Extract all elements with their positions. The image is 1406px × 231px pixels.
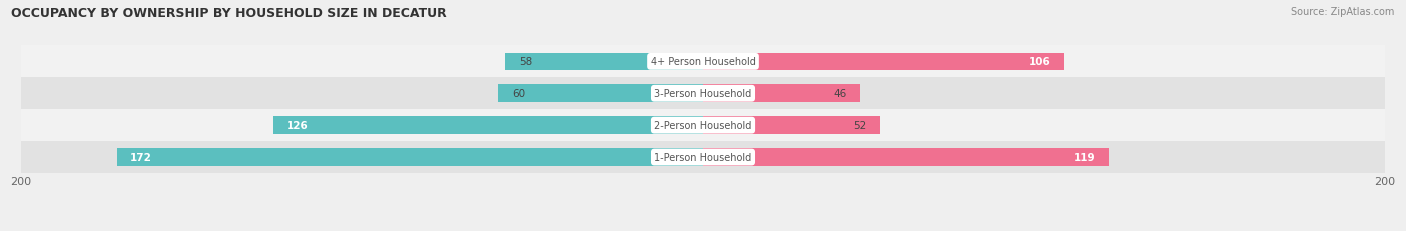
Bar xyxy=(21,46,1385,78)
Text: 172: 172 xyxy=(131,152,152,162)
Text: 2-Person Household: 2-Person Household xyxy=(654,121,752,131)
Bar xyxy=(499,85,703,103)
Bar xyxy=(703,85,860,103)
Bar xyxy=(703,117,880,134)
Bar xyxy=(273,117,703,134)
Text: 119: 119 xyxy=(1073,152,1095,162)
Text: 52: 52 xyxy=(853,121,866,131)
Text: OCCUPANCY BY OWNERSHIP BY HOUSEHOLD SIZE IN DECATUR: OCCUPANCY BY OWNERSHIP BY HOUSEHOLD SIZE… xyxy=(11,7,447,20)
Text: 4+ Person Household: 4+ Person Household xyxy=(651,57,755,67)
Bar xyxy=(21,141,1385,173)
Legend: Owner-occupied, Renter-occupied: Owner-occupied, Renter-occupied xyxy=(582,227,824,231)
Bar xyxy=(703,53,1064,71)
Text: 46: 46 xyxy=(832,89,846,99)
Text: 1-Person Household: 1-Person Household xyxy=(654,152,752,162)
Bar xyxy=(21,110,1385,141)
Text: 126: 126 xyxy=(287,121,309,131)
Text: Source: ZipAtlas.com: Source: ZipAtlas.com xyxy=(1291,7,1395,17)
Bar xyxy=(21,78,1385,110)
Bar xyxy=(117,149,703,166)
Text: 3-Person Household: 3-Person Household xyxy=(654,89,752,99)
Text: 60: 60 xyxy=(512,89,526,99)
Text: 106: 106 xyxy=(1029,57,1050,67)
Bar xyxy=(505,53,703,71)
Text: 58: 58 xyxy=(519,57,531,67)
Bar xyxy=(703,149,1109,166)
